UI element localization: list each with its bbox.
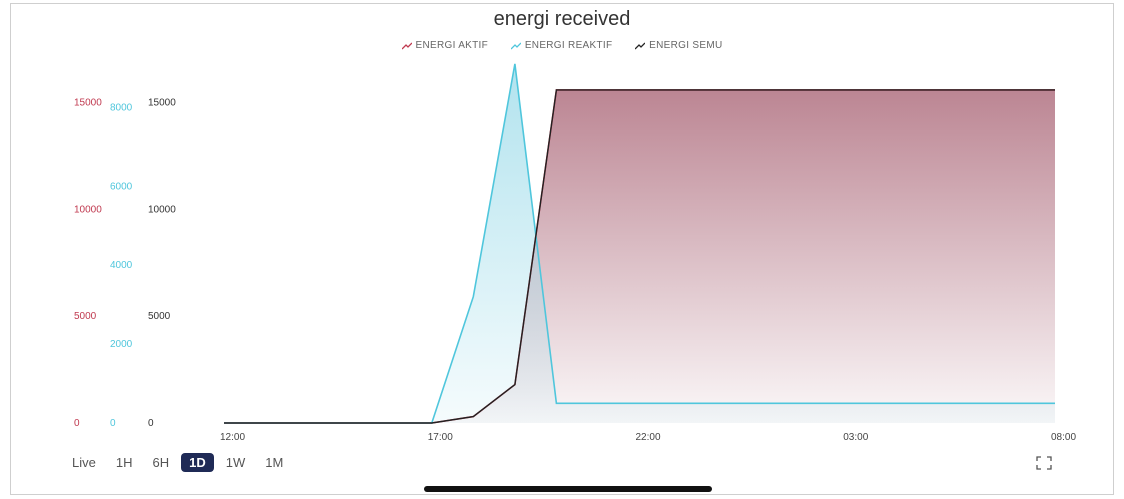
y-tick-label: 0 bbox=[74, 418, 80, 429]
y-tick-label: 5000 bbox=[148, 311, 171, 322]
y-tick-label: 0 bbox=[110, 418, 116, 429]
series-area-0 bbox=[224, 89, 1055, 424]
range-button-1h[interactable]: 1H bbox=[115, 455, 133, 470]
legend-label: ENERGI REAKTIF bbox=[524, 40, 613, 51]
legend-label: ENERGI SEMU bbox=[649, 40, 723, 51]
legend-label: ENERGI AKTIF bbox=[415, 40, 489, 51]
legend-line-icon bbox=[635, 42, 646, 49]
legend-item-energi-reaktif[interactable]: ENERGI REAKTIF bbox=[510, 40, 613, 51]
chart-plot: 0 5000 10000 15000 0 2000 4000 6000 8000 0 5000 100… bbox=[74, 63, 1076, 443]
range-button-6h[interactable]: 6H bbox=[152, 455, 170, 470]
home-indicator bbox=[424, 486, 712, 492]
y-tick-label: 15000 bbox=[74, 98, 102, 109]
range-button-1m[interactable]: 1M bbox=[265, 455, 284, 470]
y-tick-label: 5000 bbox=[74, 311, 97, 322]
x-tick-label: 03:00 bbox=[843, 432, 868, 443]
y-tick-label: 15000 bbox=[148, 98, 176, 109]
y-tick-label: 6000 bbox=[110, 181, 133, 192]
x-tick-label: 12:00 bbox=[220, 432, 245, 443]
series-line-2 bbox=[224, 89, 1055, 424]
chart-legend: ENERGI AKTIF ENERGI REAKTIF ENERGI SEMU bbox=[0, 40, 1124, 53]
y-tick-label: 8000 bbox=[110, 102, 133, 113]
legend-item-energi-aktif[interactable]: ENERGI AKTIF bbox=[401, 40, 489, 51]
range-button-1d[interactable]: 1D bbox=[181, 453, 214, 472]
x-tick-label: 17:00 bbox=[428, 432, 453, 443]
y-tick-label: 10000 bbox=[74, 204, 102, 215]
y-tick-label: 0 bbox=[148, 418, 154, 429]
legend-line-icon bbox=[401, 42, 412, 49]
x-tick-label: 22:00 bbox=[636, 432, 661, 443]
chart-title: energi received bbox=[493, 8, 631, 30]
x-tick-label: 08:00 bbox=[1051, 432, 1076, 443]
y-tick-label: 2000 bbox=[110, 339, 133, 350]
y-tick-label: 10000 bbox=[148, 204, 176, 215]
legend-line-icon bbox=[510, 42, 521, 49]
range-button-live[interactable]: Live bbox=[72, 455, 96, 470]
range-button-1w[interactable]: 1W bbox=[225, 455, 246, 470]
time-range-selector: Live 1H 6H 1D 1W 1M bbox=[64, 453, 291, 472]
legend-item-energi-semu[interactable]: ENERGI SEMU bbox=[635, 40, 722, 51]
y-tick-label: 4000 bbox=[110, 260, 133, 271]
fullscreen-icon[interactable] bbox=[1036, 456, 1052, 470]
